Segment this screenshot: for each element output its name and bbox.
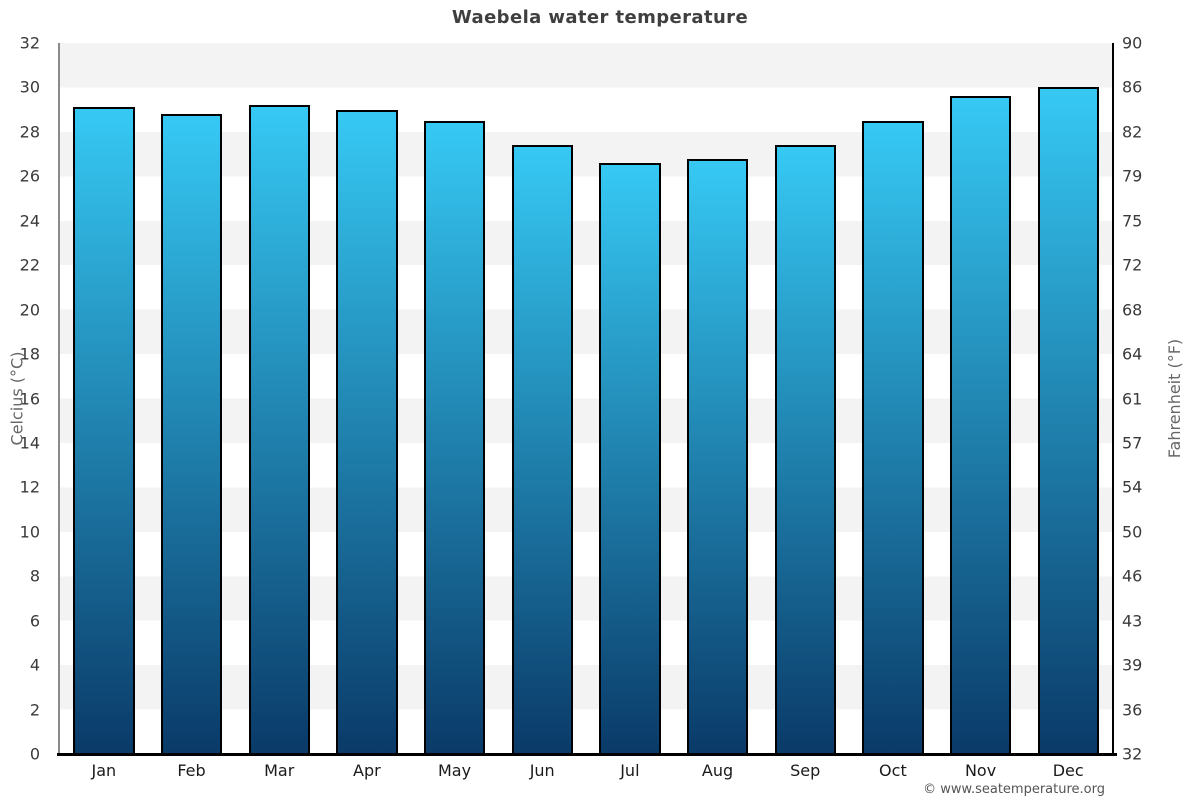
bar-slot-nov bbox=[937, 43, 1025, 754]
fahrenheit-tick-61: 61 bbox=[1122, 389, 1143, 408]
bar-may bbox=[423, 120, 486, 754]
fahrenheit-axis-title-wrap: Fahrenheit (°F) bbox=[1158, 43, 1192, 754]
celsius-tick-24: 24 bbox=[19, 211, 40, 231]
fahrenheit-tick-32: 32 bbox=[1122, 744, 1143, 764]
bar-jan bbox=[73, 107, 135, 754]
bar-slot-oct bbox=[849, 43, 937, 754]
fahrenheit-tick-90: 90 bbox=[1122, 33, 1143, 53]
bar-feb bbox=[160, 114, 223, 754]
fahrenheit-tick-50: 50 bbox=[1122, 522, 1143, 542]
x-tick-jan: Jan bbox=[91, 761, 117, 780]
fahrenheit-tick-43: 43 bbox=[1122, 611, 1143, 631]
bars-group bbox=[60, 43, 1112, 754]
bar-slot-sep bbox=[761, 43, 849, 754]
fahrenheit-tick-75: 75 bbox=[1122, 211, 1143, 231]
x-tick-jun: Jun bbox=[529, 761, 555, 780]
bar-slot-feb bbox=[148, 43, 236, 754]
celsius-tick-6: 6 bbox=[29, 611, 40, 631]
celsius-tick-18: 18 bbox=[19, 344, 40, 364]
fahrenheit-tick-68: 68 bbox=[1122, 300, 1143, 320]
bar-slot-mar bbox=[235, 43, 323, 754]
fahrenheit-tick-72: 72 bbox=[1122, 255, 1143, 275]
plot-area bbox=[60, 43, 1112, 754]
fahrenheit-tick-64: 64 bbox=[1122, 344, 1143, 364]
fahrenheit-axis-title: Fahrenheit (°F) bbox=[1165, 338, 1185, 459]
bar-slot-apr bbox=[323, 43, 411, 754]
celsius-axis-title-wrap: Celcius (°C) bbox=[0, 43, 34, 754]
bar-nov bbox=[949, 96, 1012, 754]
celsius-tick-12: 12 bbox=[19, 477, 40, 497]
x-axis-labels: Jan Feb Mar Apr May Jun Jul Aug Sep Oct Nov Dec bbox=[60, 761, 1112, 780]
fahrenheit-tick-79: 79 bbox=[1122, 166, 1143, 186]
fahrenheit-axis-ticks: 32 36 39 43 46 50 54 57 61 64 68 72 75 79 82 86 90 bbox=[1122, 34, 1182, 764]
x-tick-sep: Sep bbox=[790, 761, 821, 780]
chart-title: Waebela water temperature bbox=[451, 7, 749, 28]
x-tick-oct: Oct bbox=[879, 761, 907, 780]
bar-slot-jul bbox=[586, 43, 674, 754]
fahrenheit-tick-54: 54 bbox=[1122, 477, 1143, 497]
bar-apr bbox=[336, 109, 398, 754]
bar-slot-jun bbox=[498, 43, 586, 754]
fahrenheit-tick-82: 82 bbox=[1122, 122, 1143, 142]
celsius-tick-0: 0 bbox=[29, 744, 40, 764]
fahrenheit-tick-39: 39 bbox=[1122, 655, 1143, 675]
right-axis-line bbox=[1112, 43, 1114, 754]
celsius-tick-20: 20 bbox=[19, 300, 40, 320]
celsius-tick-8: 8 bbox=[29, 566, 40, 586]
celsius-tick-16: 16 bbox=[19, 389, 40, 408]
celsius-tick-28: 28 bbox=[19, 122, 40, 142]
bar-mar bbox=[248, 105, 310, 754]
celsius-tick-14: 14 bbox=[19, 433, 40, 453]
copyright-link[interactable]: © www.seatemperature.org bbox=[923, 782, 1105, 797]
x-tick-apr: Apr bbox=[353, 761, 381, 780]
x-tick-mar: Mar bbox=[264, 761, 295, 780]
fahrenheit-tick-86: 86 bbox=[1122, 77, 1143, 97]
x-tick-aug: Aug bbox=[701, 761, 734, 780]
celsius-axis-ticks: 0 2 4 6 8 10 12 14 16 18 20 22 24 26 28 30 32 bbox=[0, 34, 50, 764]
x-tick-dec: Dec bbox=[1052, 761, 1084, 780]
fahrenheit-tick-57: 57 bbox=[1122, 433, 1143, 453]
fahrenheit-tick-36: 36 bbox=[1122, 700, 1143, 720]
bar-slot-aug bbox=[674, 43, 762, 754]
celsius-tick-10: 10 bbox=[19, 522, 40, 542]
celsius-tick-22: 22 bbox=[19, 255, 40, 275]
bar-jun bbox=[511, 145, 573, 754]
celsius-tick-32: 32 bbox=[19, 33, 40, 53]
fahrenheit-tick-46: 46 bbox=[1122, 566, 1143, 586]
x-tick-nov: Nov bbox=[964, 761, 997, 780]
bar-slot-dec bbox=[1024, 43, 1112, 754]
bar-oct bbox=[862, 120, 924, 754]
celsius-tick-4: 4 bbox=[29, 655, 40, 675]
x-tick-feb: Feb bbox=[177, 761, 206, 780]
celsius-tick-30: 30 bbox=[19, 77, 40, 97]
left-axis-line bbox=[58, 43, 60, 754]
bar-aug bbox=[686, 158, 749, 754]
bar-jul bbox=[599, 162, 661, 754]
bar-sep bbox=[774, 145, 836, 754]
x-tick-jul: Jul bbox=[620, 761, 640, 780]
x-axis-line bbox=[57, 753, 1117, 756]
bar-dec bbox=[1037, 87, 1099, 754]
x-tick-may: May bbox=[437, 761, 472, 780]
bar-slot-jan bbox=[60, 43, 148, 754]
bar-slot-may bbox=[411, 43, 499, 754]
celsius-axis-title: Celcius (°C) bbox=[7, 351, 27, 446]
celsius-tick-2: 2 bbox=[29, 700, 40, 720]
celsius-tick-26: 26 bbox=[19, 166, 40, 186]
